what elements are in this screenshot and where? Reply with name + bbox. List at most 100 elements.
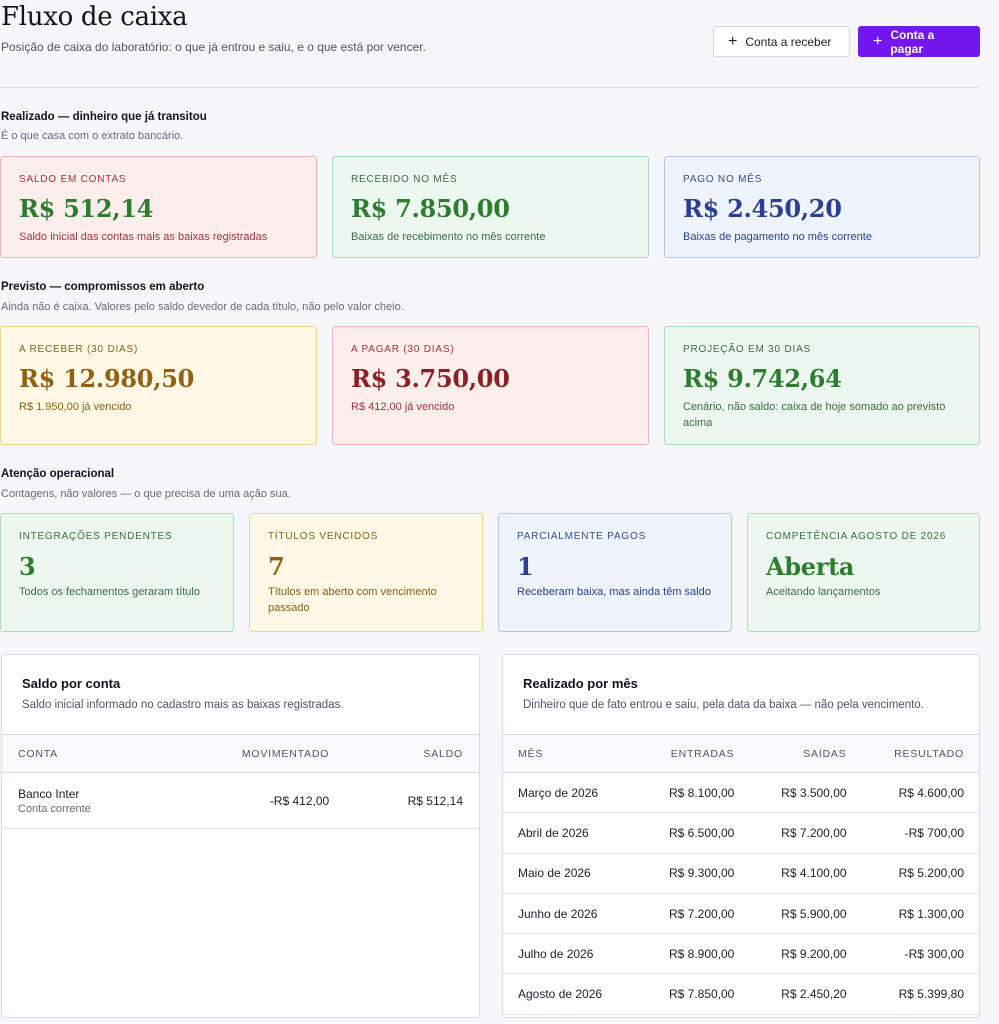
column-header[interactable]: Saldo — [345, 734, 479, 773]
inflow-cell: R$ 8.100,00 — [637, 772, 750, 814]
card-label: A receber (30 dias) — [19, 344, 139, 355]
card-payable: A pagar (30 dias) R$ 3.750,00 R$ 412,00 … — [332, 326, 649, 445]
page-subtitle: Posição de caixa do laboratório: o que j… — [1, 40, 426, 54]
card-value: Aberta — [766, 552, 855, 581]
card-note: Cenário, não saldo: caixa de hoje somado… — [683, 401, 946, 429]
card-label: Saldo em contas — [19, 174, 127, 185]
column-header[interactable]: Saídas — [749, 734, 862, 773]
column-header[interactable]: Movimentado — [162, 734, 346, 773]
monthly-panel: Realizado por mês Dinheiro que de fato e… — [502, 654, 980, 1018]
result-cell: R$ 1.300,00 — [861, 893, 979, 935]
monthly-panel-title: Realizado por mês — [523, 676, 638, 691]
card-label: Pago no mês — [683, 174, 763, 185]
card-balance: Saldo em contas R$ 512,14 Saldo inicial … — [0, 156, 317, 258]
card-pending-integrations[interactable]: Integrações pendentes 3 Todos os fechame… — [0, 513, 234, 632]
column-header[interactable]: Conta — [2, 734, 163, 773]
card-note: Aceitando lançamentos — [766, 586, 881, 598]
balance-cell: R$ 512,14 — [345, 772, 479, 829]
card-note: Receberam baixa, mas ainda têm saldo — [517, 586, 711, 598]
outflow-cell: R$ 2.450,20 — [749, 973, 862, 1015]
card-note: Saldo inicial das contas mais as baixas … — [19, 231, 268, 243]
table-row[interactable]: Maio de 2026 R$ 9.300,00 R$ 4.100,00 R$ … — [503, 853, 979, 894]
result-cell: -R$ 300,00 — [861, 933, 979, 975]
result-cell: R$ 5.399,80 — [861, 973, 979, 1015]
card-note: R$ 412,00 já vencido — [351, 401, 455, 413]
header-divider — [0, 87, 980, 88]
monthly-table: Mês Entradas Saídas Resultado Março de 2… — [503, 734, 979, 1015]
card-partially-paid[interactable]: Parcialmente pagos 1 Receberam baixa, ma… — [498, 513, 732, 632]
page-title: Fluxo de caixa — [1, 2, 188, 32]
month-cell: Abril de 2026 — [503, 812, 638, 854]
account-type: Conta corrente — [18, 802, 91, 815]
accounts-panel-title: Saldo por conta — [22, 676, 121, 691]
card-note: Títulos em aberto com vencimento passado — [268, 586, 437, 614]
column-header[interactable]: Resultado — [861, 734, 979, 773]
inflow-cell: R$ 7.200,00 — [637, 893, 750, 935]
table-row[interactable]: Junho de 2026 R$ 7.200,00 R$ 5.900,00 R$… — [503, 893, 979, 935]
card-note: Todos os fechamentos geraram título — [19, 586, 200, 598]
attention-section-subtitle: Contagens, não valores — o que precisa d… — [1, 488, 291, 500]
moved-cell: -R$ 412,00 — [162, 772, 346, 829]
outflow-cell: R$ 4.100,00 — [749, 853, 862, 894]
account-cell: Banco Inter Conta corrente — [2, 772, 163, 829]
result-cell: R$ 4.600,00 — [861, 772, 979, 814]
card-receivable: A receber (30 dias) R$ 12.980,50 R$ 1.95… — [0, 326, 317, 445]
column-header[interactable]: Mês — [503, 734, 638, 773]
card-label: Títulos vencidos — [268, 531, 379, 542]
month-cell: Maio de 2026 — [503, 853, 638, 894]
result-cell: -R$ 700,00 — [861, 812, 979, 854]
add-payable-button[interactable]: + Conta a pagar — [858, 26, 980, 57]
accounts-panel-subtitle: Saldo inicial informado no cadastro mais… — [22, 699, 344, 711]
card-value: 3 — [19, 552, 36, 581]
plus-icon: + — [873, 32, 883, 50]
card-label: Recebido no mês — [351, 174, 458, 185]
add-payable-label: Conta a pagar — [890, 27, 935, 56]
card-value: 1 — [517, 552, 534, 581]
accounts-table: Conta Movimentado Saldo Banco Inter Cont… — [2, 734, 479, 829]
table-row[interactable]: Julho de 2026 R$ 8.900,00 R$ 9.200,00 -R… — [503, 933, 979, 975]
outflow-cell: R$ 7.200,00 — [749, 812, 862, 854]
forecast-section-subtitle: Ainda não é caixa. Valores pelo saldo de… — [1, 301, 404, 313]
card-note: Baixas de pagamento no mês corrente — [683, 231, 872, 243]
card-value: 7 — [268, 552, 285, 581]
card-label: Competência agosto de 2026 — [766, 531, 947, 542]
add-receivable-button[interactable]: + Conta a receber — [713, 26, 850, 57]
result-cell: R$ 5.200,00 — [861, 853, 979, 894]
card-received: Recebido no mês R$ 7.850,00 Baixas de re… — [332, 156, 649, 258]
card-label: Integrações pendentes — [19, 531, 173, 542]
realized-section-title: Realizado — dinheiro que já transitou — [1, 111, 207, 123]
card-value: R$ 7.850,00 — [351, 194, 510, 223]
month-cell: Março de 2026 — [503, 772, 638, 814]
column-header[interactable]: Entradas — [637, 734, 750, 773]
inflow-cell: R$ 6.500,00 — [637, 812, 750, 854]
inflow-cell: R$ 9.300,00 — [637, 853, 750, 894]
table-row[interactable]: Abril de 2026 R$ 6.500,00 R$ 7.200,00 -R… — [503, 812, 979, 854]
plus-icon: + — [728, 32, 738, 50]
card-label: A pagar (30 dias) — [351, 344, 455, 355]
month-cell: Junho de 2026 — [503, 893, 638, 935]
month-cell: Julho de 2026 — [503, 933, 638, 975]
card-note: Baixas de recebimento no mês corrente — [351, 231, 546, 243]
add-receivable-label: Conta a receber — [745, 34, 832, 49]
inflow-cell: R$ 7.850,00 — [637, 973, 750, 1015]
card-label: Parcialmente pagos — [517, 531, 647, 542]
table-row[interactable]: Banco Inter Conta corrente -R$ 412,00 R$… — [2, 772, 479, 829]
card-projection: Projeção em 30 dias R$ 9.742,64 Cenário,… — [664, 326, 980, 445]
monthly-panel-subtitle: Dinheiro que de fato entrou e saiu, pela… — [523, 699, 924, 711]
card-note: R$ 1.950,00 já vencido — [19, 401, 132, 413]
forecast-section-title: Previsto — compromissos em aberto — [1, 281, 205, 293]
table-row[interactable]: Agosto de 2026 R$ 7.850,00 R$ 2.450,20 R… — [503, 973, 979, 1015]
table-row[interactable]: Março de 2026 R$ 8.100,00 R$ 3.500,00 R$… — [503, 772, 979, 814]
outflow-cell: R$ 5.900,00 — [749, 893, 862, 935]
card-value: R$ 9.742,64 — [683, 364, 842, 393]
card-value: R$ 12.980,50 — [19, 364, 195, 393]
card-value: R$ 3.750,00 — [351, 364, 510, 393]
month-cell: Agosto de 2026 — [503, 973, 638, 1015]
card-paid: Pago no mês R$ 2.450,20 Baixas de pagame… — [664, 156, 980, 258]
card-label: Projeção em 30 dias — [683, 344, 812, 355]
card-overdue-titles[interactable]: Títulos vencidos 7 Títulos em aberto com… — [249, 513, 483, 632]
accounts-panel: Saldo por conta Saldo inicial informado … — [1, 654, 480, 1018]
inflow-cell: R$ 8.900,00 — [637, 933, 750, 975]
card-competence[interactable]: Competência agosto de 2026 Aberta Aceita… — [747, 513, 980, 632]
realized-section-subtitle: É o que casa com o extrato bancário. — [1, 130, 184, 142]
